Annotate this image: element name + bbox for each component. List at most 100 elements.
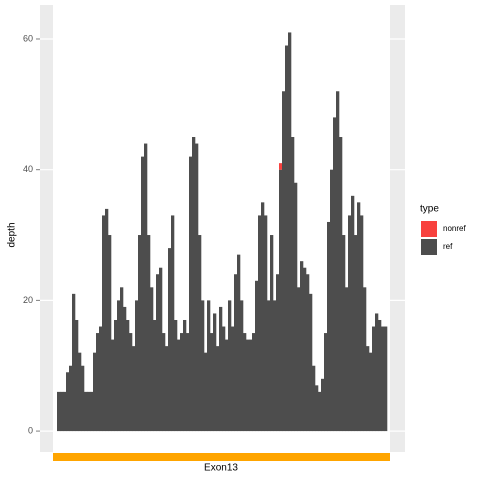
bar-segment — [159, 267, 163, 432]
bar-segment — [225, 339, 229, 432]
bar-segment — [189, 156, 193, 432]
bar-segment — [378, 319, 382, 432]
bar-segment — [222, 326, 226, 432]
bar-segment — [72, 293, 76, 432]
bar-segment — [366, 346, 370, 432]
bar-segment — [99, 326, 103, 432]
bar-segment — [255, 280, 259, 432]
bar-segment — [309, 293, 313, 432]
bar-segment — [207, 300, 211, 432]
bar-segment — [138, 235, 142, 432]
bar-segment — [81, 365, 85, 432]
legend: nonref ref — [421, 221, 466, 255]
bar-segment — [231, 326, 235, 432]
bar-segment — [180, 333, 184, 432]
bar-segment — [204, 352, 208, 432]
bar-segment — [234, 274, 238, 432]
bar-segment — [258, 215, 262, 432]
bar-segment — [171, 215, 175, 432]
bar-segment — [96, 333, 100, 432]
marks — [57, 32, 388, 432]
bar-segment — [120, 287, 124, 432]
bar-segment — [135, 300, 139, 432]
exon-bar — [53, 453, 390, 461]
bar-segment — [141, 156, 145, 432]
bar-segment — [360, 215, 364, 432]
bar-segment — [63, 391, 67, 432]
bar-segment — [168, 248, 172, 432]
bar-segment — [291, 137, 295, 432]
bar-segment — [198, 235, 202, 432]
bar-segment — [228, 300, 232, 432]
bar-segment — [150, 287, 154, 432]
bar-segment — [306, 274, 310, 432]
bar-segment — [369, 352, 373, 432]
bar-segment — [144, 143, 148, 432]
legend-label: nonref — [443, 224, 466, 233]
legend-title: type — [420, 204, 439, 215]
bar-segment — [363, 287, 367, 432]
y-axis-label: depth — [7, 222, 18, 247]
bar-segment — [321, 378, 325, 432]
bar-segment — [78, 352, 82, 432]
bar-segment — [303, 267, 307, 432]
bar-segment — [318, 391, 322, 432]
bar-segment — [342, 235, 346, 432]
bar-segment — [243, 333, 247, 432]
bar-segment — [267, 300, 271, 432]
bar-segment — [351, 195, 355, 432]
bar-segment — [192, 137, 196, 432]
bar-segment — [75, 319, 79, 432]
legend-swatch — [421, 239, 437, 255]
bar-segment — [177, 339, 181, 432]
bar-segment — [339, 137, 343, 432]
bar-segment — [102, 215, 106, 432]
bar-segment — [330, 169, 334, 432]
bar-segment — [300, 261, 304, 432]
bar-segment — [123, 306, 127, 432]
bar-segment — [294, 182, 298, 432]
bar-segment — [282, 91, 286, 432]
bar-segment — [384, 326, 388, 432]
bar-segment — [237, 254, 241, 432]
bar-segment — [297, 287, 301, 432]
bar-segment — [348, 215, 352, 432]
bar-segment — [279, 163, 283, 170]
bar-segment — [87, 391, 91, 432]
bar-segment — [111, 339, 115, 432]
bar-segment — [129, 333, 133, 432]
bar-segment — [69, 365, 73, 432]
bar-segment — [165, 346, 169, 432]
y-tick-label: 40 — [23, 164, 33, 174]
bar-segment — [315, 385, 319, 432]
bar-segment — [288, 32, 292, 432]
bar-segment — [216, 346, 220, 432]
bar-segment — [372, 326, 376, 432]
bar-segment — [213, 313, 217, 432]
bar-segment — [132, 346, 136, 432]
bar-segment — [84, 391, 88, 432]
bar-segment — [156, 274, 160, 432]
bar-segment — [162, 333, 166, 432]
y-tick-label: 20 — [23, 295, 33, 305]
bar-segment — [117, 300, 121, 432]
legend-label: ref — [443, 242, 453, 251]
bar-segment — [285, 45, 289, 432]
bar-segment — [201, 300, 205, 432]
bar-segment — [183, 319, 187, 432]
bar-segment — [186, 333, 190, 432]
bar-segment — [345, 287, 349, 432]
bar-segment — [375, 313, 379, 432]
bar-segment — [66, 372, 70, 432]
bar-segment — [147, 235, 151, 432]
bar-segment — [210, 333, 214, 432]
bar-segment — [261, 202, 265, 432]
bar-segment — [333, 117, 337, 432]
bar-segment — [354, 235, 358, 432]
bar-segment — [114, 319, 118, 432]
bar-segment — [312, 365, 316, 432]
bar-segment — [93, 352, 97, 432]
bar-segment — [252, 333, 256, 432]
bar-segment — [324, 333, 328, 432]
